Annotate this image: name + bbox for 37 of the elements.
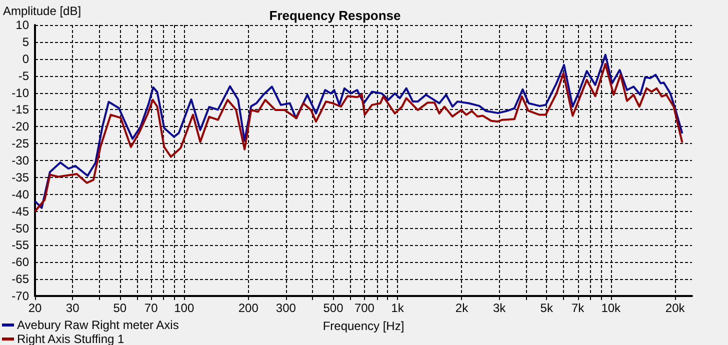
x-axis-title: Frequency [Hz] [322,319,404,333]
x-tick-label: 2k [455,301,470,315]
y-tick-label: -55 [12,238,30,252]
x-tick-label: 200 [238,301,259,315]
y-tick-label: -30 [12,154,30,168]
y-axis-title: Amplitude [dB] [3,4,82,18]
y-tick-label: -35 [12,170,30,184]
x-tick-label: 30 [66,301,80,315]
y-tick-label: -45 [12,204,30,218]
chart-title: Frequency Response [269,8,401,23]
x-tick-label: 500 [323,301,344,315]
y-tick-label: -25 [12,136,30,151]
x-tick-label: 50 [113,301,127,315]
y-tick-label: 0 [22,52,30,66]
y-tick-label: -15 [12,102,30,117]
x-tick-label: 3k [492,301,507,315]
x-tick-label: 5k [540,301,554,315]
y-tick-label: -5 [18,68,30,83]
y-tick-label: -10 [12,86,30,100]
x-tick-label: 100 [174,301,194,315]
x-tick-label: 7k [571,301,586,315]
x-tick-label: 10k [601,301,622,315]
y-tick-label: -20 [12,120,30,134]
x-tick-label: 1k [391,301,405,315]
y-tick-label: -40 [12,187,30,202]
x-tick-label: 70 [144,301,158,315]
y-tick-label: -50 [12,221,30,236]
y-tick-label: 10 [16,18,30,32]
x-tick-label: 20 [28,301,42,315]
x-tick-label: 300 [276,301,296,315]
y-tick-label: 5 [22,34,30,49]
x-tick-label: 20k [665,301,686,315]
legend-label: Avebury Raw Right meter Axis [17,318,179,332]
y-tick-label: -60 [12,255,30,270]
y-tick-label: -65 [12,272,30,286]
y-tick-label: -70 [12,289,30,303]
x-tick-label: 700 [354,301,375,315]
